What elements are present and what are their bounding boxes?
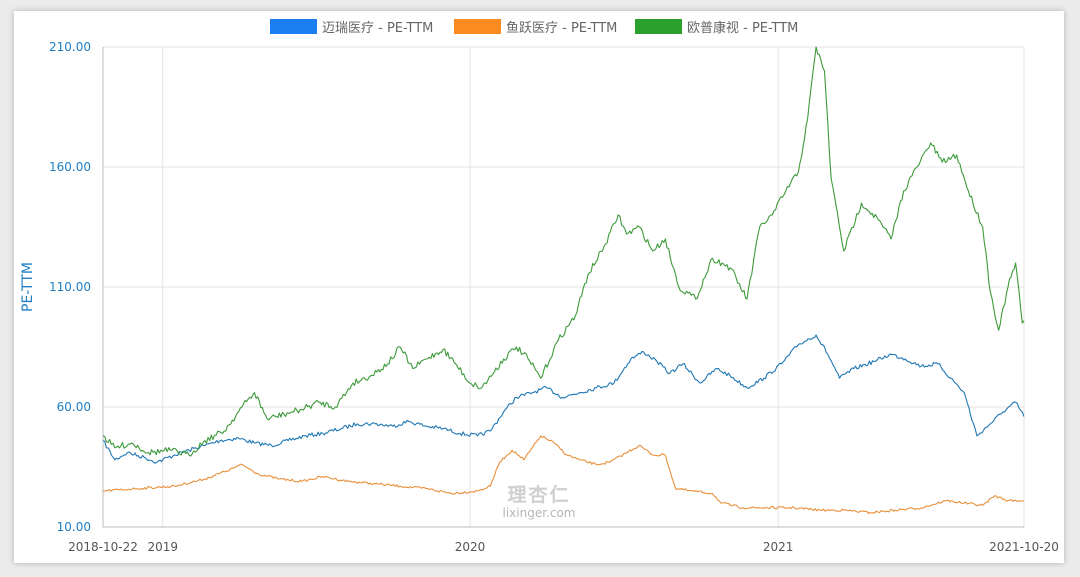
x-tick-label: 2018-10-22: [68, 540, 138, 554]
legend-label: 欧普康视 - PE-TTM: [687, 20, 798, 36]
y-tick-label: 160.00: [49, 160, 91, 174]
series-line: [102, 435, 1025, 515]
x-tick-label: 2020: [455, 540, 486, 554]
y-tick-label: 10.00: [57, 520, 91, 534]
y-tick-label: 110.00: [49, 280, 91, 294]
chart-svg: 210.00 160.00 110.00 60.00 10.00 2018-10-22 20…: [20, 19, 1059, 554]
watermark-logo: 理杏仁: [507, 483, 570, 506]
y-tick-label: 210.00: [49, 40, 91, 54]
y-tick-label: 60.00: [57, 400, 91, 414]
legend-swatch: [454, 19, 501, 34]
legend-swatch: [635, 19, 682, 34]
x-tick-label: 2019: [147, 540, 178, 554]
watermark-url: lixinger.com: [503, 506, 576, 520]
legend-label: 迈瑞医疗 - PE-TTM: [322, 21, 433, 36]
y-axis-title: PE-TTM: [20, 262, 36, 312]
legend-label: 鱼跃医疗 - PE-TTM: [506, 20, 617, 36]
chart-card: 210.00 160.00 110.00 60.00 10.00 2018-10-22 20…: [14, 11, 1064, 563]
series-line: [102, 46, 1025, 457]
series-line: [102, 334, 1025, 464]
x-tick-label: 2021-10-20: [989, 540, 1059, 554]
legend-swatch: [270, 19, 317, 34]
x-tick-label: 2021: [763, 540, 794, 554]
